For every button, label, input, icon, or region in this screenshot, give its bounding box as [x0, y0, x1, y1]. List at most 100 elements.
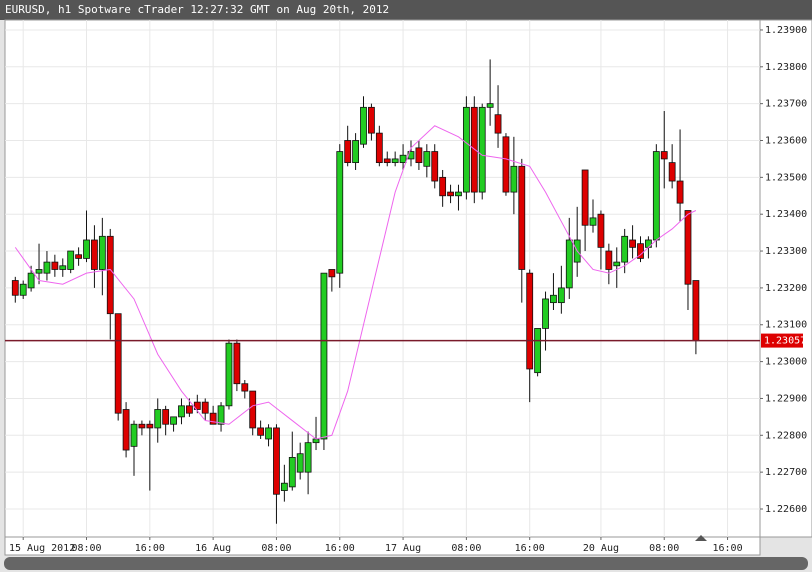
y-tick-label: 1.23000 — [765, 357, 807, 368]
candle-body — [550, 294, 557, 304]
candle-body — [98, 235, 106, 270]
y-tick-label: 1.22700 — [765, 467, 807, 478]
candle-body — [162, 409, 170, 425]
x-tick-label: 16:00 — [325, 543, 355, 554]
candle-body — [27, 272, 35, 289]
plot-area — [4, 19, 761, 538]
candle-body — [352, 140, 359, 164]
candle-body — [383, 158, 391, 164]
candle-body — [43, 261, 51, 274]
candle-body — [368, 106, 375, 134]
candle-body — [265, 427, 272, 440]
candle-body — [360, 106, 367, 145]
candle-body — [91, 239, 98, 270]
candle-body — [676, 180, 684, 204]
candle-body — [106, 235, 114, 315]
candle-body — [526, 272, 534, 370]
current-price-box — [761, 333, 803, 348]
candle-body — [391, 158, 399, 164]
candle-body — [201, 401, 209, 414]
current-price-label: 1.23057 — [764, 336, 806, 347]
candle-body — [415, 147, 423, 164]
x-tick-label: 15 Aug 2012 — [9, 543, 75, 554]
candle-body — [217, 405, 225, 425]
candle-body — [320, 272, 328, 440]
candle-body — [637, 243, 644, 259]
candle-body — [280, 482, 288, 491]
y-tick-label: 1.23100 — [765, 320, 807, 331]
candle-body — [597, 213, 605, 248]
x-tick-label: 16:00 — [135, 543, 165, 554]
y-tick-label: 1.23800 — [765, 62, 807, 73]
y-tick-label: 1.23400 — [765, 209, 807, 220]
candle-body — [502, 136, 510, 193]
candle-body — [51, 261, 59, 270]
candle-body — [542, 298, 549, 329]
candle-body — [660, 151, 668, 160]
candle-body — [668, 162, 676, 182]
y-tick-label: 1.23200 — [765, 283, 807, 294]
x-tick-label: 08:00 — [451, 543, 481, 554]
y-tick-label: 1.22800 — [765, 430, 807, 441]
candle-body — [375, 132, 383, 164]
candle-body — [296, 453, 304, 473]
scrollbar[interactable] — [4, 557, 808, 570]
y-tick-label: 1.22600 — [765, 504, 807, 515]
candle-body — [59, 265, 67, 270]
candle-body — [328, 269, 336, 278]
candle-body — [581, 169, 589, 226]
y-tick-label: 1.23700 — [765, 99, 807, 110]
candle-body — [185, 405, 193, 414]
x-tick-label: 08:00 — [71, 543, 101, 554]
x-tick-label: 20 Aug — [583, 543, 619, 554]
y-tick-label: 1.23900 — [765, 25, 807, 36]
candle-body — [312, 438, 320, 444]
candle-body — [534, 328, 542, 374]
x-tick-label: 16:00 — [712, 543, 742, 554]
candle-body — [589, 217, 597, 226]
candle-body — [423, 151, 431, 167]
time-axis — [4, 536, 761, 556]
candle-body — [478, 106, 486, 193]
candle-body — [399, 154, 407, 164]
x-tick-label: 17 Aug — [385, 543, 421, 554]
price-axis — [759, 19, 812, 538]
candle-body — [130, 423, 138, 447]
candle-body — [621, 235, 629, 263]
candle-body — [645, 239, 652, 248]
chart-title: EURUSD, h1 Spotware cTrader 12:27:32 GMT… — [5, 3, 389, 16]
candle-body — [122, 409, 130, 451]
candle-body — [447, 191, 454, 197]
candle-body — [178, 405, 185, 418]
x-tick-label: 08:00 — [261, 543, 291, 554]
x-tick-label: 16 Aug — [195, 543, 231, 554]
candle-body — [257, 427, 265, 436]
candle-body — [494, 114, 502, 134]
candle-body — [67, 250, 75, 270]
candle-body — [439, 176, 447, 197]
title-bar — [0, 0, 812, 20]
candle-body — [233, 342, 241, 385]
candle-body — [565, 239, 573, 289]
candle-body — [557, 287, 565, 304]
candle-body — [336, 151, 344, 274]
moving-average — [14, 125, 697, 440]
candle-body — [518, 165, 526, 270]
candle-body — [193, 401, 201, 410]
candle-body — [225, 342, 233, 407]
x-tick-label: 08:00 — [649, 543, 679, 554]
candle-body — [684, 210, 692, 285]
candle-body — [138, 423, 146, 429]
y-tick-label: 1.23600 — [765, 135, 807, 146]
scroll-marker — [695, 535, 707, 541]
y-tick-label: 1.23500 — [765, 172, 807, 183]
candle-body — [510, 165, 518, 193]
candle-body — [241, 383, 249, 392]
candle-body — [431, 151, 439, 182]
candle-body — [75, 254, 83, 259]
candle-body — [83, 239, 90, 259]
candle-body — [304, 442, 312, 473]
candle-body — [154, 409, 162, 429]
